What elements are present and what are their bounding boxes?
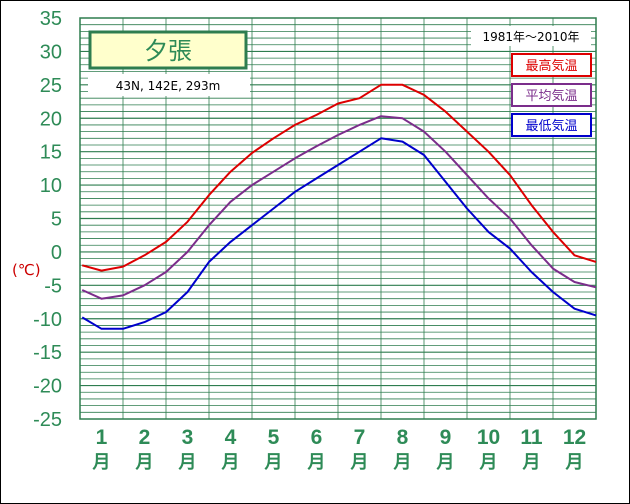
title-box bbox=[88, 30, 248, 70]
x-tick-label: 8 bbox=[397, 426, 409, 449]
x-tick-label: 6 bbox=[311, 426, 323, 449]
x-tick-unit: 月 bbox=[350, 452, 369, 473]
legend-entry-label: 最低気温 bbox=[525, 118, 577, 134]
y-tick-label: -5 bbox=[44, 275, 62, 297]
chart-title: 夕張 bbox=[144, 37, 192, 65]
y-tick-label: 30 bbox=[40, 41, 62, 63]
y-axis-ticks: 35 30 25 20 15 10 5 0 -5 -10 -15 -20 -25 bbox=[33, 8, 62, 431]
x-tick-unit: 月 bbox=[92, 452, 111, 473]
x-tick-label: 3 bbox=[182, 426, 194, 449]
x-tick-unit: 月 bbox=[178, 452, 197, 473]
x-tick-unit: 月 bbox=[522, 452, 541, 473]
x-tick-label: 4 bbox=[225, 426, 237, 449]
location-box bbox=[88, 74, 250, 96]
x-tick-label: 7 bbox=[354, 426, 366, 449]
period-label: 1981年～2010年 bbox=[482, 30, 579, 44]
y-tick-label: 10 bbox=[40, 175, 62, 197]
x-tick-unit: 月 bbox=[135, 452, 154, 473]
x-tick-label: 1 bbox=[96, 426, 108, 449]
y-tick-label: 35 bbox=[40, 8, 62, 30]
x-tick-unit: 月 bbox=[393, 452, 412, 473]
series-line bbox=[81, 83, 597, 272]
period-box bbox=[471, 26, 591, 46]
y-tick-label: 25 bbox=[40, 75, 62, 97]
x-tick-label: 5 bbox=[268, 426, 280, 449]
legend-entry-label: 平均気温 bbox=[525, 88, 577, 104]
series-line bbox=[81, 137, 597, 330]
y-tick-label: 0 bbox=[51, 242, 62, 264]
x-tick-unit: 月 bbox=[436, 452, 455, 473]
y-axis-unit-label: (℃) bbox=[12, 261, 41, 279]
series-lines bbox=[81, 83, 597, 330]
x-tick-label: 2 bbox=[139, 426, 151, 449]
x-tick-unit: 月 bbox=[565, 452, 584, 473]
x-tick-label: 11 bbox=[520, 426, 543, 449]
y-tick-label: 15 bbox=[40, 142, 62, 164]
y-tick-label: -10 bbox=[33, 309, 62, 331]
x-tick-label: 9 bbox=[440, 426, 452, 449]
x-tick-label: 10 bbox=[477, 426, 500, 449]
y-tick-label: -15 bbox=[33, 342, 62, 364]
x-axis-ticks: 1 月 2 月 3 月 4 月 5 月 6 月 7 月 8 月 9 月 10 月 11 月 12 月 bbox=[92, 426, 587, 473]
y-tick-label: -20 bbox=[33, 376, 62, 398]
x-tick-unit: 月 bbox=[221, 452, 240, 473]
legend-entry-box bbox=[511, 53, 592, 77]
x-tick-unit: 月 bbox=[307, 452, 326, 473]
series-line bbox=[81, 115, 597, 300]
y-tick-label: -25 bbox=[33, 409, 62, 431]
legend-entry-label: 最高気温 bbox=[525, 58, 577, 74]
x-tick-label: 12 bbox=[563, 426, 586, 449]
y-tick-label: 20 bbox=[40, 108, 62, 130]
station-location: 43N, 142E, 293m bbox=[116, 79, 221, 93]
x-tick-unit: 月 bbox=[264, 452, 283, 473]
legend-entry-box bbox=[511, 83, 592, 107]
legend-entry-box bbox=[511, 113, 592, 137]
y-tick-label: 5 bbox=[51, 209, 62, 231]
x-tick-unit: 月 bbox=[479, 452, 498, 473]
